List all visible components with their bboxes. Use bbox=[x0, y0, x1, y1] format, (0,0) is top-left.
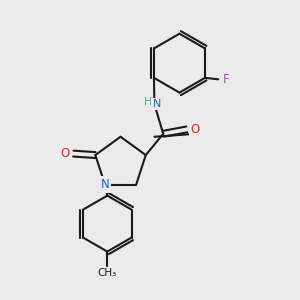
Text: H: H bbox=[144, 97, 152, 107]
Text: N: N bbox=[100, 178, 109, 191]
Text: CH₃: CH₃ bbox=[98, 268, 117, 278]
Text: O: O bbox=[190, 123, 200, 136]
Text: N: N bbox=[153, 99, 161, 110]
Text: O: O bbox=[60, 147, 70, 160]
Text: F: F bbox=[223, 73, 230, 86]
